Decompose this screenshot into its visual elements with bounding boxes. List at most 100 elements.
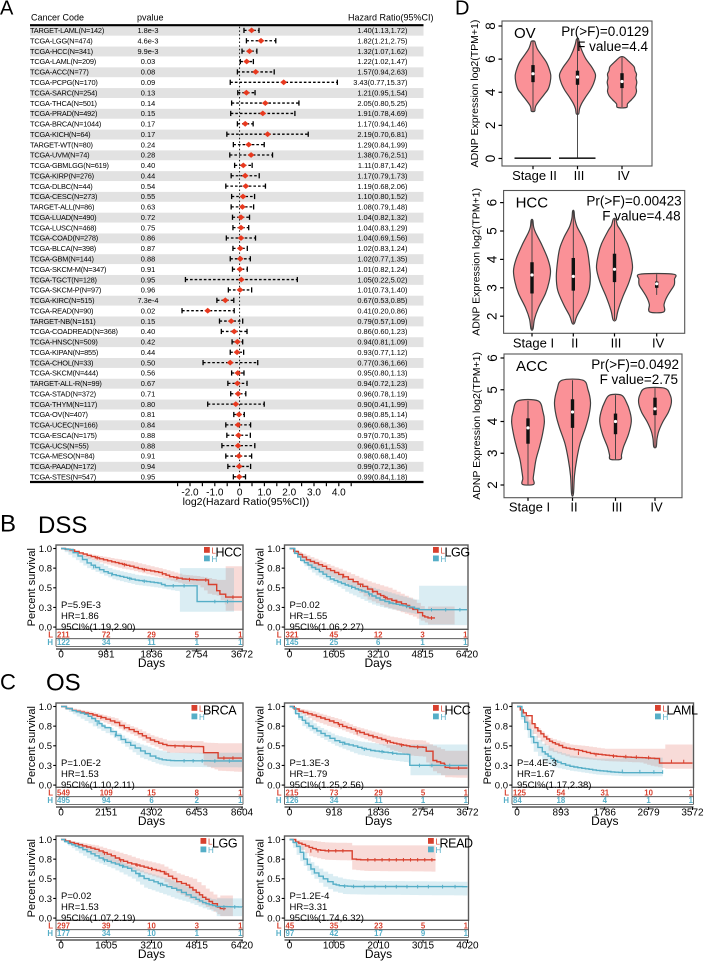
svg-text:TCGA-STES(N=547): TCGA-STES(N=547) <box>30 473 96 482</box>
svg-text:Percent survival: Percent survival <box>26 548 38 626</box>
svg-text:1005: 1005 <box>323 941 346 952</box>
svg-text:3015: 3015 <box>412 941 435 952</box>
svg-text:TCGA-UCS(N=55): TCGA-UCS(N=55) <box>30 441 89 450</box>
svg-text:Days: Days <box>138 656 165 670</box>
svg-text:10: 10 <box>147 929 156 938</box>
svg-text:0.15: 0.15 <box>141 317 155 326</box>
svg-text:TCGA-CHOL(N=33): TCGA-CHOL(N=33) <box>30 358 93 367</box>
svg-text:0.77(0.36,1.66): 0.77(0.36,1.66) <box>357 358 407 367</box>
svg-text:2679: 2679 <box>637 808 660 819</box>
svg-text:0: 0 <box>58 941 64 952</box>
svg-text:0.71: 0.71 <box>141 390 155 399</box>
svg-text:122: 122 <box>57 638 71 647</box>
svg-text:2.05(0.80,5.25): 2.05(0.80,5.25) <box>357 99 407 108</box>
svg-text:3210: 3210 <box>140 941 163 952</box>
svg-text:1.17(0.94,1.46): 1.17(0.94,1.46) <box>357 120 407 129</box>
svg-text:6: 6 <box>483 55 498 63</box>
svg-text:321: 321 <box>286 631 300 640</box>
svg-text:0.5: 0.5 <box>39 583 52 594</box>
svg-text:25: 25 <box>330 638 339 647</box>
svg-text:ADNP Expression log2(TPM+1): ADNP Expression log2(TPM+1) <box>471 352 483 500</box>
svg-text:Cancer Code: Cancer Code <box>31 13 84 23</box>
svg-text:10: 10 <box>644 789 653 798</box>
svg-text:H: H <box>503 796 509 805</box>
svg-text:1.04(0.82,1.32): 1.04(0.82,1.32) <box>357 213 407 222</box>
svg-text:TCGA-SKCM-P(N=97): TCGA-SKCM-P(N=97) <box>30 286 101 295</box>
svg-text:0.5: 0.5 <box>267 583 280 594</box>
svg-text:0.03: 0.03 <box>141 57 155 66</box>
svg-text:TCGA-HCC(N=341): TCGA-HCC(N=341) <box>30 47 93 56</box>
svg-text:125: 125 <box>513 789 527 798</box>
svg-text:0.0: 0.0 <box>267 913 280 924</box>
svg-text:F value=4.48: F value=4.48 <box>602 209 680 224</box>
svg-text:TARGET-NB(N=151): TARGET-NB(N=151) <box>30 317 95 326</box>
svg-text:Stage II: Stage II <box>512 168 557 183</box>
svg-text:Hazard Ratio(95%CI): Hazard Ratio(95%CI) <box>348 13 434 23</box>
svg-text:L: L <box>48 922 53 931</box>
svg-text:0.99(0.72,1.36): 0.99(0.72,1.36) <box>357 462 407 471</box>
svg-text:OS: OS <box>46 670 81 697</box>
svg-text:0.28: 0.28 <box>141 151 155 160</box>
svg-text:34: 34 <box>102 638 111 647</box>
svg-text:TCGA-DLBC(N=44): TCGA-DLBC(N=44) <box>30 182 93 191</box>
svg-text:0.41(0.20,0.86): 0.41(0.20,0.86) <box>357 306 407 315</box>
svg-text:LGG: LGG <box>445 546 470 560</box>
svg-text:TCGA-UCEC(N=166): TCGA-UCEC(N=166) <box>30 421 98 430</box>
svg-text:0.0: 0.0 <box>267 780 280 791</box>
svg-text:0.81: 0.81 <box>141 410 155 419</box>
svg-text:6420: 6420 <box>231 941 254 952</box>
svg-text:H: H <box>441 713 447 722</box>
svg-text:6453: 6453 <box>186 808 209 819</box>
svg-text:TCGA-KIRC(N=515): TCGA-KIRC(N=515) <box>30 296 94 305</box>
svg-text:TCGA-LGG(N=474): TCGA-LGG(N=474) <box>30 37 93 46</box>
svg-text:1.0: 1.0 <box>39 835 52 846</box>
svg-text:L: L <box>208 837 213 846</box>
svg-text:TCGA-PCPG(N=170): TCGA-PCPG(N=170) <box>30 78 98 87</box>
svg-text:0.15: 0.15 <box>141 109 155 118</box>
svg-text:0.02: 0.02 <box>141 306 155 315</box>
svg-text:0.84: 0.84 <box>141 421 155 430</box>
svg-text:0.09: 0.09 <box>141 78 155 87</box>
svg-text:981: 981 <box>98 650 115 661</box>
svg-text:Days: Days <box>365 947 392 961</box>
svg-text:TCGA-OV(N=407): TCGA-OV(N=407) <box>30 410 88 419</box>
svg-text:1.22(1.02,1.47): 1.22(1.02,1.47) <box>357 57 407 66</box>
svg-text:4020: 4020 <box>456 941 479 952</box>
svg-text:0.3: 0.3 <box>39 894 52 905</box>
svg-text:0: 0 <box>287 650 293 661</box>
svg-text:0.8: 0.8 <box>39 854 52 865</box>
svg-text:1: 1 <box>464 929 469 938</box>
svg-text:2: 2 <box>485 481 500 489</box>
svg-text:log2(Hazard Ratio(95%CI)): log2(Hazard Ratio(95%CI)) <box>183 496 310 508</box>
svg-text:0.5: 0.5 <box>267 741 280 752</box>
svg-text:Days: Days <box>365 814 392 828</box>
svg-text:35: 35 <box>330 922 339 931</box>
svg-text:TCGA-BRCA(N=1044): TCGA-BRCA(N=1044) <box>30 120 101 129</box>
svg-text:4: 4 <box>485 255 500 263</box>
svg-text:0.8: 0.8 <box>267 721 280 732</box>
svg-text:3672: 3672 <box>231 650 254 661</box>
svg-text:HR=1.53: HR=1.53 <box>61 769 99 780</box>
svg-text:TCGA-KICH(N=64): TCGA-KICH(N=64) <box>30 130 90 139</box>
svg-text:0.8: 0.8 <box>495 721 508 732</box>
svg-text:IV: IV <box>650 500 663 515</box>
svg-text:TCGA-READ(N=90): TCGA-READ(N=90) <box>30 306 93 315</box>
svg-text:1: 1 <box>195 638 200 647</box>
svg-text:Percent survival: Percent survival <box>26 839 38 917</box>
svg-text:P=0.02: P=0.02 <box>61 891 91 902</box>
svg-text:1.38(0.76,2.51): 1.38(0.76,2.51) <box>357 151 407 160</box>
svg-text:0.50: 0.50 <box>141 358 155 367</box>
svg-text:1: 1 <box>238 796 243 805</box>
svg-text:54: 54 <box>557 789 566 798</box>
svg-text:0.55: 0.55 <box>141 192 155 201</box>
svg-text:TCGA-THYM(N=117): TCGA-THYM(N=117) <box>30 400 97 409</box>
svg-text:TCGA-TGCT(N=128): TCGA-TGCT(N=128) <box>30 275 97 284</box>
svg-text:0.93(0.77,1.12): 0.93(0.77,1.12) <box>357 348 407 357</box>
svg-text:Pr(>F)=0.00423: Pr(>F)=0.00423 <box>586 194 681 209</box>
svg-text:15: 15 <box>147 789 156 798</box>
svg-text:1786: 1786 <box>594 808 617 819</box>
svg-text:TCGA-MESO(N=84): TCGA-MESO(N=84) <box>30 452 95 461</box>
svg-text:0.5: 0.5 <box>39 874 52 885</box>
svg-text:P=5.9E-3: P=5.9E-3 <box>61 600 101 611</box>
svg-text:3: 3 <box>485 284 500 292</box>
